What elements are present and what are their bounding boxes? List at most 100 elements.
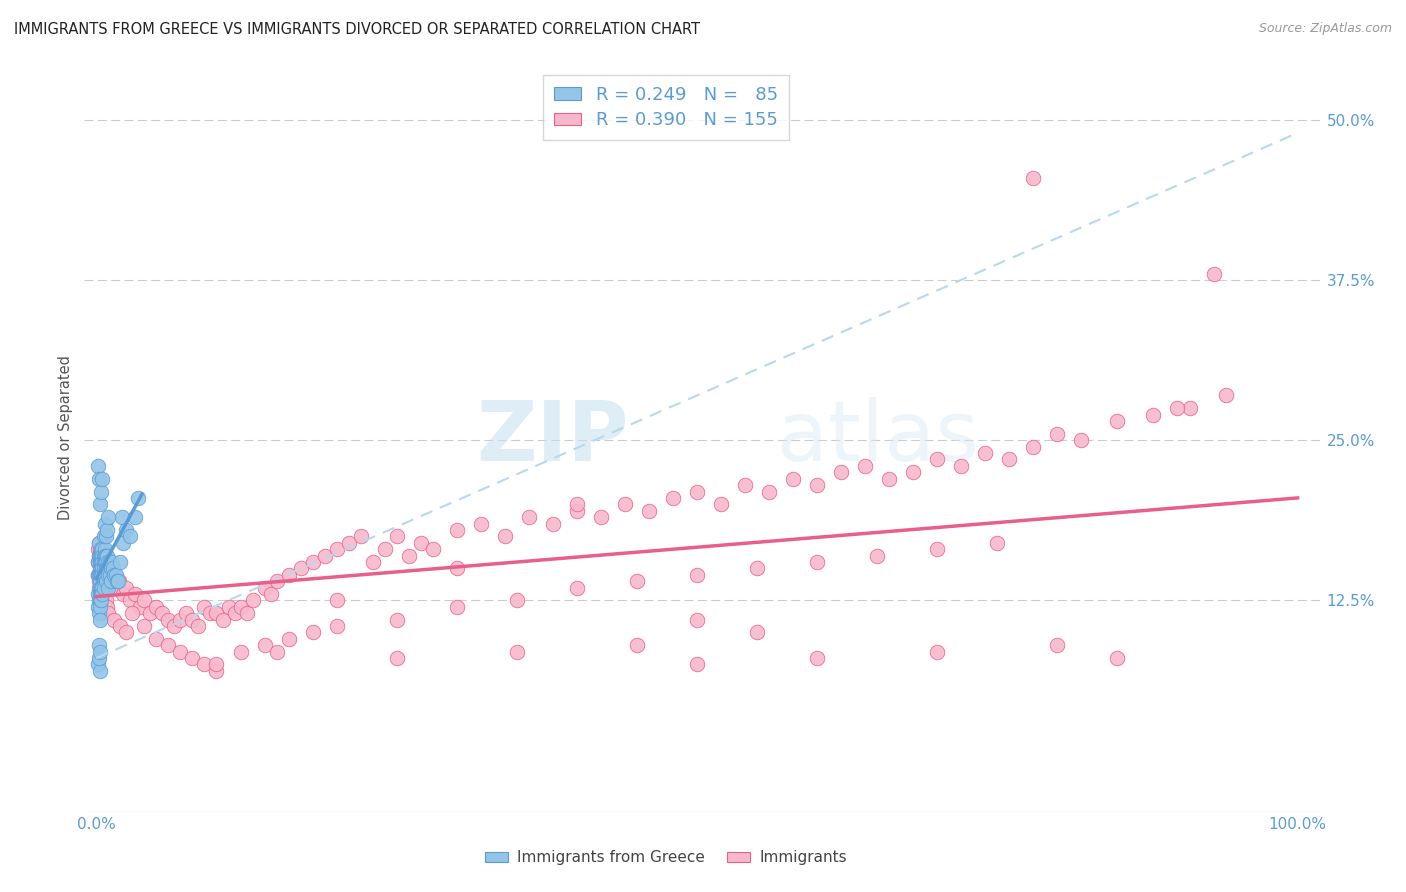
Point [86, 567, 108, 582]
Point [266, 574, 288, 589]
Point [96, 523, 118, 537]
Point [90, 581, 112, 595]
Point [409, 535, 432, 549]
Y-axis label: Divorced or Separated: Divorced or Separated [58, 355, 73, 519]
Point [211, 613, 233, 627]
Point [101, 555, 124, 569]
Point [494, 529, 516, 543]
Point [89, 549, 111, 563]
Point [93, 549, 115, 563]
Point [205, 657, 228, 672]
Point [229, 645, 252, 659]
Point [974, 446, 997, 460]
Point [589, 510, 612, 524]
Point [94, 549, 117, 563]
Point [86, 567, 108, 582]
Point [1142, 408, 1164, 422]
Point [89, 581, 111, 595]
Point [1215, 388, 1237, 402]
Point [157, 638, 180, 652]
Point [218, 599, 240, 614]
Point [89, 567, 111, 582]
Point [325, 593, 347, 607]
Point [110, 555, 132, 569]
Point [108, 574, 131, 589]
Point [193, 599, 215, 614]
Point [87, 651, 110, 665]
Point [97, 606, 120, 620]
Point [98, 567, 121, 582]
Point [90, 587, 112, 601]
Point [1070, 434, 1092, 448]
Point [90, 555, 112, 569]
Point [139, 606, 162, 620]
Point [94, 574, 117, 589]
Point [806, 651, 828, 665]
Point [1107, 414, 1129, 428]
Point [613, 497, 636, 511]
Point [301, 625, 323, 640]
Point [565, 497, 588, 511]
Point [87, 606, 110, 620]
Point [110, 510, 132, 524]
Point [93, 529, 115, 543]
Point [242, 593, 264, 607]
Point [87, 581, 110, 595]
Point [176, 606, 198, 620]
Point [94, 555, 117, 569]
Point [277, 567, 299, 582]
Point [638, 504, 661, 518]
Point [927, 542, 949, 557]
Point [90, 581, 112, 595]
Point [86, 587, 108, 601]
Point [301, 555, 323, 569]
Legend: Immigrants from Greece, Immigrants: Immigrants from Greece, Immigrants [478, 845, 853, 871]
Point [181, 613, 204, 627]
Text: IMMIGRANTS FROM GREECE VS IMMIGRANTS DIVORCED OR SEPARATED CORRELATION CHART: IMMIGRANTS FROM GREECE VS IMMIGRANTS DIV… [14, 22, 700, 37]
Point [89, 555, 111, 569]
Point [134, 619, 156, 633]
Point [134, 593, 156, 607]
Point [93, 567, 115, 582]
Point [290, 561, 312, 575]
Point [686, 484, 709, 499]
Point [163, 619, 186, 633]
Point [97, 567, 120, 582]
Point [89, 567, 111, 582]
Point [200, 606, 222, 620]
Point [90, 555, 112, 569]
Point [87, 593, 110, 607]
Point [90, 581, 112, 595]
Point [86, 458, 108, 473]
Point [86, 555, 108, 569]
Point [745, 561, 768, 575]
Point [90, 567, 112, 582]
Point [87, 549, 110, 563]
Point [118, 593, 141, 607]
Point [93, 581, 115, 595]
Point [124, 587, 146, 601]
Point [398, 549, 420, 563]
Point [446, 561, 468, 575]
Point [385, 529, 408, 543]
Point [91, 472, 114, 486]
Point [734, 478, 756, 492]
Point [87, 472, 110, 486]
Point [94, 549, 117, 563]
Point [253, 638, 276, 652]
Point [94, 567, 117, 582]
Point [87, 549, 110, 563]
Point [565, 581, 588, 595]
Point [541, 516, 564, 531]
Point [325, 619, 347, 633]
Point [205, 664, 228, 678]
Point [626, 574, 648, 589]
Point [187, 619, 209, 633]
Point [90, 542, 112, 557]
Point [253, 581, 276, 595]
Point [350, 529, 373, 543]
Point [758, 484, 780, 499]
Point [118, 529, 141, 543]
Point [446, 599, 468, 614]
Point [1178, 401, 1201, 416]
